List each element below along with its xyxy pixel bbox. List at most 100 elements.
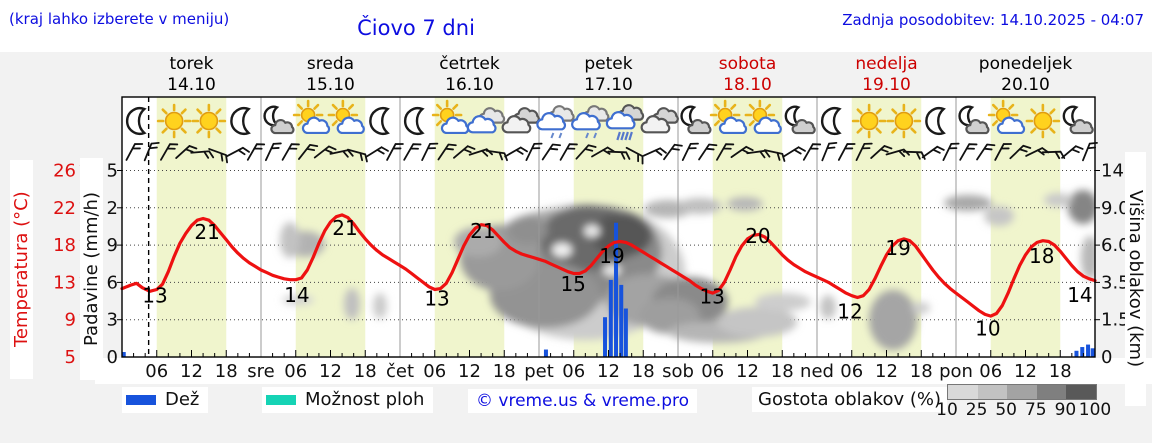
weather-icon-moon-cloud: [680, 105, 712, 135]
temp-label: 19: [885, 236, 910, 260]
wind-barb: [782, 146, 806, 158]
temp-label: 12: [837, 300, 862, 324]
sun-ray: [215, 127, 222, 134]
wind-barb: [329, 149, 354, 158]
wind-barb: [313, 145, 337, 159]
cloud-shape: [640, 115, 671, 134]
wind-barb: [802, 143, 822, 161]
cloud-shape: [571, 112, 601, 131]
copyright-link[interactable]: © vreme.us & vreme.pro: [468, 389, 698, 413]
wind-barb: [942, 142, 960, 161]
day-name: ponedeljek: [978, 54, 1073, 74]
weather-icon-moon-cloud: [784, 105, 816, 135]
weather-icon-moon: [230, 107, 251, 135]
temp-label: 14: [284, 283, 309, 307]
sun-ray: [180, 108, 187, 115]
density-segment: [948, 385, 978, 399]
temp-tick-label: 9: [65, 310, 76, 331]
weather-icon-moon-cloud: [1062, 105, 1094, 135]
day-header: torek 14.10: [122, 54, 261, 96]
density-segment: [977, 385, 1008, 399]
wind-barb: [591, 146, 615, 158]
day-name: četrtek: [439, 54, 500, 74]
wind-barb: [994, 143, 1012, 161]
temp-label: 21: [332, 216, 357, 240]
weather-icon-sun-cloud: [292, 99, 331, 135]
sun-ray: [331, 103, 338, 110]
wind-barb: [716, 143, 735, 161]
wind-barb: [297, 144, 319, 160]
moon-crescent: [958, 105, 975, 127]
temp-label: 10: [975, 317, 1000, 341]
day-header: petek 17.10: [539, 54, 678, 96]
density-tick-label: 90: [1054, 400, 1077, 420]
rain-streak: [620, 131, 625, 141]
day-date: 14.10: [167, 75, 216, 95]
precip-tick-label: 6: [107, 272, 118, 293]
hour-tick-label: 12: [597, 361, 620, 382]
cloud-tick-label: 9.0: [1101, 198, 1130, 219]
cloud-blob: [584, 225, 600, 237]
wind-barb: [246, 143, 266, 161]
showers-legend-label: Možnost ploh: [305, 389, 425, 410]
sun-ray: [875, 108, 882, 115]
sun-ray: [296, 103, 304, 110]
cloud-blob: [717, 307, 797, 337]
sun-ray: [748, 103, 755, 110]
temp-label: 13: [699, 285, 724, 309]
wind-barb: [403, 143, 422, 161]
precip-tick-label: 2: [107, 198, 118, 219]
cloud-blob: [373, 293, 387, 319]
cloud-tick-label: 1.5: [1101, 310, 1130, 331]
sun-ray: [764, 103, 772, 110]
temp-label: 21: [194, 220, 219, 244]
hour-tick-label: 12: [736, 361, 759, 382]
wind-barb: [125, 143, 144, 161]
sun-ray: [331, 120, 338, 127]
wind-barb: [1009, 144, 1032, 160]
cloud-shape: [791, 119, 816, 135]
cloud-blob: [755, 293, 811, 311]
cloud-tick-label: 0: [1101, 347, 1112, 368]
cloud-tick-label: 6.0: [1101, 235, 1130, 256]
cloud-blob: [912, 302, 930, 314]
cloud-density-tick-labels: 10 25 50 75 90 100: [936, 400, 1111, 420]
day-abbr-label: pon: [939, 361, 973, 382]
sun-ray: [1030, 127, 1037, 134]
weather-icon-sun: [1025, 103, 1061, 139]
hour-tick-label: 12: [458, 361, 481, 382]
cloud-tick-label: 3.5: [1101, 272, 1130, 293]
hour-tick-label: 06: [840, 361, 863, 382]
hour-tick-label: 06: [701, 361, 724, 382]
weather-icon-sun-cloud: [744, 99, 782, 135]
moon-crescent: [230, 107, 251, 135]
weather-icon-sun-cloud: [709, 99, 748, 135]
temp-label: 21: [470, 219, 495, 243]
drizzle-mark: [585, 132, 590, 139]
temperature-axis-title: Temperatura (°C): [10, 160, 33, 379]
sun-ray: [161, 108, 168, 115]
weather-icon-clouds-gray: [501, 107, 540, 134]
drizzle-mark: [558, 132, 563, 139]
wind-barb: [837, 143, 856, 161]
day-date: 19.10: [862, 75, 911, 95]
wind-barb: [976, 143, 996, 161]
sun-ray: [452, 103, 459, 110]
temp-tick-label: 5: [65, 347, 76, 368]
day-name: sobota: [718, 54, 777, 74]
hour-tick-label: 06: [145, 361, 168, 382]
hour-tick-label: 18: [771, 361, 794, 382]
cloud-shape: [536, 112, 567, 131]
wind-barb: [902, 150, 926, 160]
wind-barb: [143, 141, 160, 162]
sun-ray: [435, 120, 443, 127]
density-tick-label: 10: [936, 400, 958, 420]
temp-label: 14: [1067, 283, 1092, 307]
sun-ray: [991, 103, 999, 110]
rain-bar: [619, 284, 624, 357]
cloud-blob: [552, 243, 572, 257]
temp-label: 19: [599, 244, 624, 268]
wind-barb: [625, 146, 644, 165]
sun-ray: [1030, 108, 1037, 115]
